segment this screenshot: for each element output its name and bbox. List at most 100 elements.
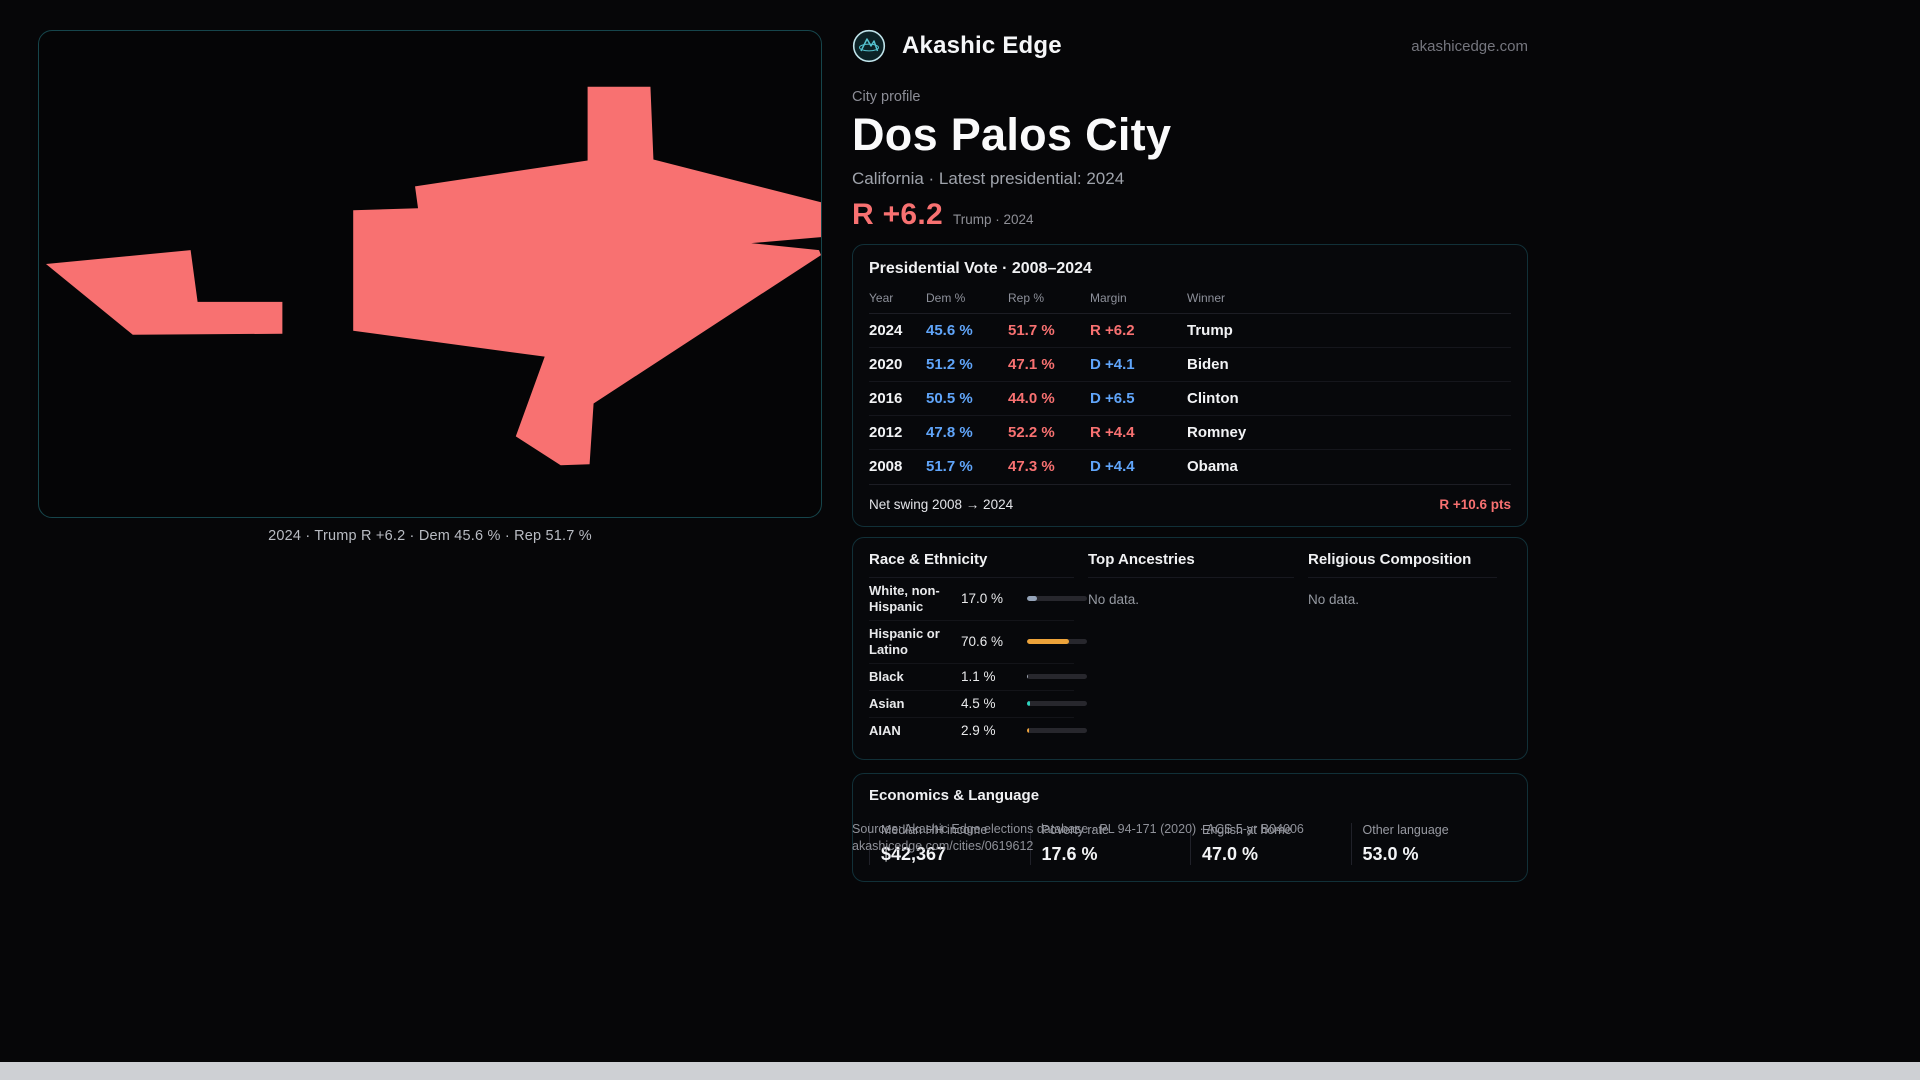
stat-label: Median HH income [881,822,988,837]
net-swing-value: R +10.6 pts [1439,496,1511,512]
vote-col-rep: Rep % [1008,290,1045,305]
page-title: Dos Palos City [852,109,1172,160]
vote-margin: R +4.4 [1090,423,1135,441]
city-boundary-shape-west [45,250,283,335]
vote-margin: D +4.4 [1090,458,1135,476]
vote-winner: Trump [1187,321,1233,339]
race-value: 2.9 % [961,723,996,739]
headline-margin: R +6.2 [852,197,944,231]
race-label: AIAN [869,722,901,738]
race-bar [1027,728,1087,734]
stat-value: 17.6 % [1041,843,1098,864]
page-subtitle: California · Latest presidential: 2024 [852,168,1125,188]
vote-panel-title: Presidential Vote · 2008–2024 [869,259,1092,277]
race-label: Black [869,668,904,684]
race-ethnicity-column: Race & Ethnicity White, non-Hispanic 17.0… [869,551,1088,744]
map-caption: 2024 · Trump R +6.2 · Dem 45.6 % · Rep 5… [268,528,592,544]
religion-title: Religious Composition [1308,551,1497,578]
economics-stat: Other language 53.0 % [1350,822,1512,865]
presidential-vote-panel: Presidential Vote · 2008–2024 Year Dem %… [852,243,1528,527]
vote-col-dem: Dem % [926,290,966,305]
stat-value: 47.0 % [1202,843,1259,864]
race-value: 17.0 % [961,591,1004,607]
race-bar-fill [1027,639,1070,645]
brand-logo-icon [852,29,886,63]
stat-label: Poverty rate [1041,822,1109,837]
vote-table-row: 2020 51.2 % 47.1 % D +4.1 Biden [869,348,1511,382]
city-boundary-map [45,86,821,466]
race-label: Asian [869,695,905,711]
vote-margin: D +6.5 [1090,389,1135,407]
religion-column: Religious Composition No data. [1308,551,1511,744]
race-bar-fill [1027,701,1030,707]
stat-value: $42,367 [881,843,947,864]
vote-margin: R +6.2 [1090,321,1135,339]
stat-value: 53.0 % [1362,843,1419,864]
race-ethnicity-list: White, non-Hispanic 17.0 % Hispanic or Lat… [869,578,1087,744]
city-map-panel [38,30,822,518]
race-bar-fill [1027,728,1029,734]
race-row: Asian 4.5 % [869,691,1087,718]
race-bar [1027,596,1087,602]
race-row: AIAN 2.9 % [869,718,1087,744]
vote-year: 2016 [869,389,903,407]
vote-table-row: 2008 51.7 % 47.3 % D +4.4 Obama [869,450,1511,484]
vote-year: 2012 [869,423,903,441]
headline-row: R +6.2 Trump · 2024 [852,198,1528,232]
site-domain-link[interactable]: akashicedge.com [1411,37,1528,55]
demographics-panel: Race & Ethnicity White, non-Hispanic 17.0… [852,536,1528,760]
vote-year: 2008 [869,458,903,476]
vote-rep-pct: 44.0 % [1008,389,1055,407]
race-ethnicity-title: Race & Ethnicity [869,551,1074,578]
vote-rep-pct: 47.1 % [1008,355,1055,373]
vote-rep-pct: 47.3 % [1008,458,1055,476]
vote-dem-pct: 47.8 % [926,423,973,441]
brand-name: Akashic Edge [902,32,1062,59]
vote-col-margin: Margin [1090,290,1127,305]
vote-year: 2020 [869,355,903,373]
economics-stat: English at home 47.0 % [1190,822,1351,865]
vote-dem-pct: 50.5 % [926,389,973,407]
vote-dem-pct: 51.2 % [926,355,973,373]
race-row: Black 1.1 % [869,664,1087,691]
vote-table-body: 2024 45.6 % 51.7 % R +6.2 Trump 2020 51.2 % 47.… [869,314,1511,484]
vote-winner: Clinton [1187,389,1239,407]
vote-year: 2024 [869,321,903,339]
race-value: 4.5 % [961,696,996,712]
header: Akashic Edge akashicedge.com [852,28,1528,64]
net-swing-row: Net swing 2008 → 2024 R +10.6 pts [869,483,1511,512]
permalink[interactable]: akashicedge.com/cities/0619612 [852,838,1034,853]
city-profile-column: Akashic Edge akashicedge.com City profil… [852,0,1528,882]
top-ancestries-column: Top Ancestries No data. [1088,551,1308,744]
race-bar [1027,701,1087,707]
vote-table-header: Year Dem % Rep % Margin Winner [869,291,1511,314]
race-bar-fill [1027,596,1038,602]
headline-note: Trump · 2024 [953,211,1034,227]
vote-dem-pct: 45.6 % [926,321,973,339]
race-value: 1.1 % [961,669,996,685]
vote-col-year: Year [869,290,894,305]
religion-empty: No data. [1308,591,1360,607]
vote-dem-pct: 51.7 % [926,458,973,476]
vote-rep-pct: 51.7 % [1008,321,1055,339]
vote-table-row: 2024 45.6 % 51.7 % R +6.2 Trump [869,314,1511,348]
stat-label: English at home [1202,822,1292,837]
race-label: Hispanic or Latino [869,625,940,657]
race-bar [1027,639,1087,645]
horizontal-scrollbar[interactable] [0,1062,1920,1080]
net-swing-label: Net swing 2008 → 2024 [869,496,1014,512]
economics-title: Economics & Language [869,786,1040,804]
race-row: White, non-Hispanic 17.0 % [869,578,1087,621]
race-bar-fill [1027,674,1028,680]
top-ancestries-title: Top Ancestries [1088,551,1294,578]
vote-winner: Romney [1187,423,1247,441]
vote-winner: Obama [1187,458,1238,476]
economics-stat: Poverty rate 17.6 % [1029,822,1191,865]
economics-panel: Economics & Language Median HH income $42… [852,772,1528,882]
city-boundary-shape [353,86,821,466]
economics-stat: Median HH income $42,367 [869,822,1030,865]
top-ancestries-empty: No data. [1088,591,1140,607]
race-row: Hispanic or Latino 70.6 % [869,621,1087,664]
vote-winner: Biden [1187,355,1229,373]
